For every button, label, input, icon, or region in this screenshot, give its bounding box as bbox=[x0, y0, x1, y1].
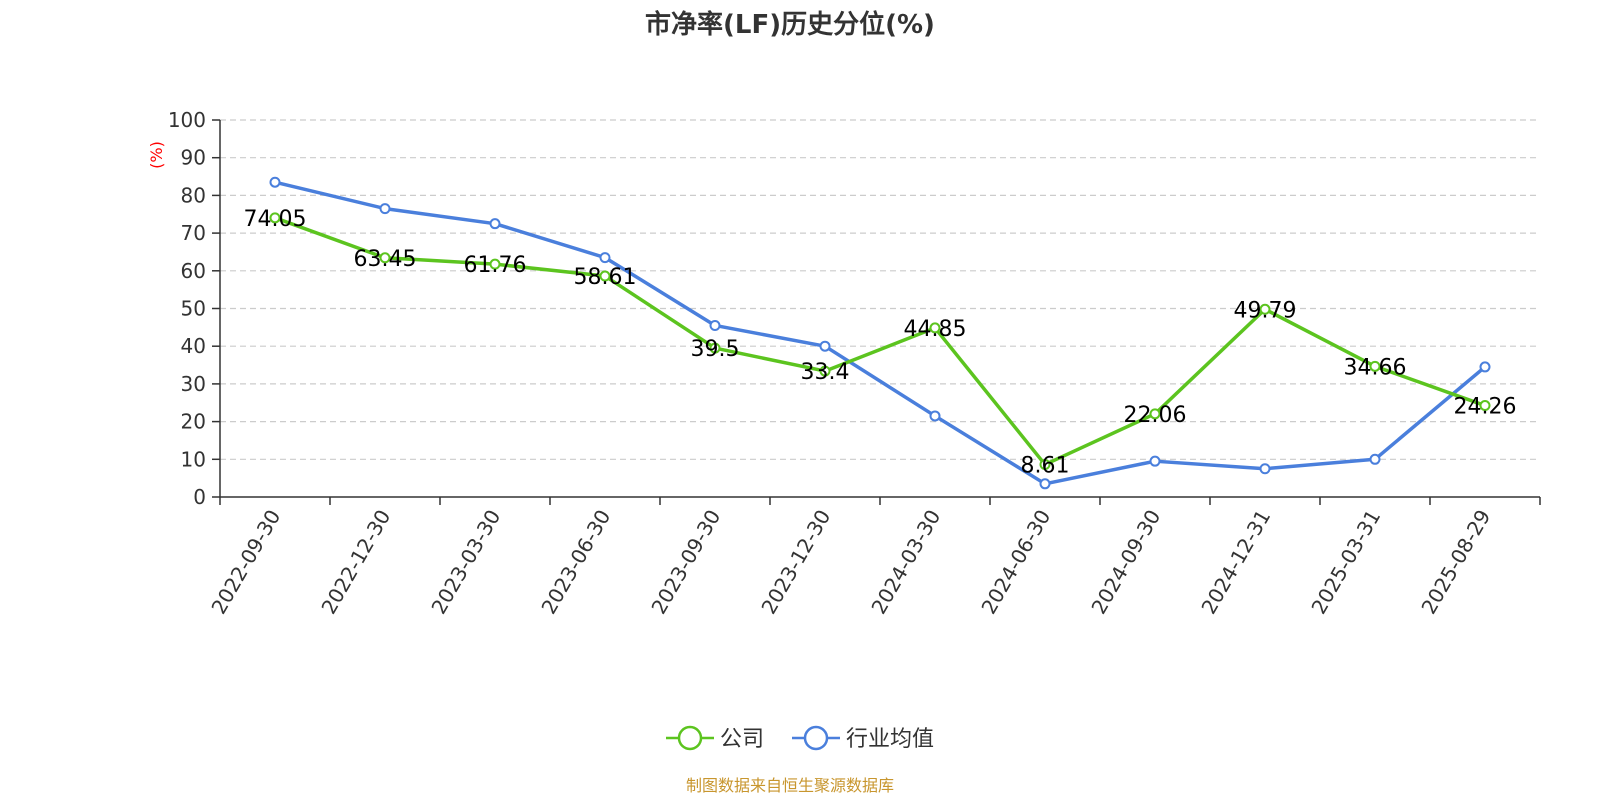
data-point-0 bbox=[1259, 303, 1271, 315]
legend-label: 行业均值 bbox=[846, 727, 934, 752]
data-point-1 bbox=[599, 252, 611, 264]
data-label: 33.4 bbox=[801, 360, 850, 385]
data-label: 22.06 bbox=[1124, 403, 1187, 428]
x-tick-label: 2024-03-30 bbox=[866, 506, 945, 619]
data-point-0 bbox=[1479, 400, 1491, 412]
x-tick-label: 2024-12-31 bbox=[1196, 506, 1275, 619]
data-point-0 bbox=[819, 365, 831, 377]
data-label: 24.26 bbox=[1454, 395, 1517, 420]
y-tick-label: 90 bbox=[181, 146, 206, 170]
data-label: 58.61 bbox=[574, 265, 637, 290]
data-label: 61.76 bbox=[464, 253, 527, 278]
data-point-0 bbox=[599, 270, 611, 282]
x-tick-label: 2025-08-29 bbox=[1416, 506, 1495, 619]
data-point-0 bbox=[269, 212, 281, 224]
data-point-1 bbox=[1479, 361, 1491, 373]
data-point-1 bbox=[269, 176, 281, 188]
data-label: 39.5 bbox=[691, 337, 740, 362]
y-tick-label: 70 bbox=[181, 221, 206, 245]
y-tick-label: 20 bbox=[181, 410, 206, 434]
legend-label: 公司 bbox=[720, 727, 764, 752]
x-tick-label: 2023-03-30 bbox=[426, 506, 505, 619]
x-tick-label: 2022-09-30 bbox=[206, 506, 285, 619]
y-tick-label: 60 bbox=[181, 259, 206, 283]
y-tick-label: 50 bbox=[181, 297, 206, 321]
series-line-1 bbox=[274, 180, 1487, 486]
y-tick-label: 30 bbox=[181, 372, 206, 396]
source-note: 制图数据来自恒生聚源数据库 bbox=[686, 776, 894, 795]
data-labels: 74.05 63.45 61.76 58.61 39.5 33.4 44.85 8.61 22.… bbox=[244, 207, 1517, 479]
chart-title: 市净率(LF)历史分位(%) bbox=[645, 9, 935, 40]
y-axis-unit: (%) bbox=[147, 141, 166, 169]
data-point-1 bbox=[709, 319, 721, 331]
data-point-0 bbox=[1369, 360, 1381, 372]
legend-marker bbox=[803, 725, 829, 751]
data-point-1 bbox=[1149, 455, 1161, 467]
y-tick-label: 40 bbox=[181, 334, 206, 358]
series-layer bbox=[269, 176, 1491, 490]
data-point-1 bbox=[1259, 463, 1271, 475]
data-point-1 bbox=[489, 218, 501, 230]
data-point-1 bbox=[1369, 453, 1381, 465]
data-point-0 bbox=[709, 342, 721, 354]
x-tick-label: 2023-09-30 bbox=[646, 506, 725, 619]
data-point-1 bbox=[929, 410, 941, 422]
data-point-0 bbox=[929, 322, 941, 334]
y-tick-label: 100 bbox=[168, 108, 206, 132]
data-point-0 bbox=[1039, 459, 1051, 471]
data-label: 49.79 bbox=[1234, 298, 1297, 323]
data-point-0 bbox=[379, 252, 391, 264]
data-label: 63.45 bbox=[354, 247, 417, 272]
x-tick-label: 2023-06-30 bbox=[536, 506, 615, 619]
x-tick-label: 2024-09-30 bbox=[1086, 506, 1165, 619]
data-label: 34.66 bbox=[1344, 355, 1407, 380]
x-tick-label: 2024-06-30 bbox=[976, 506, 1055, 619]
y-tick-label: 10 bbox=[181, 447, 206, 471]
data-point-0 bbox=[489, 258, 501, 270]
data-label: 8.61 bbox=[1021, 454, 1070, 479]
x-tick-label: 2023-12-30 bbox=[756, 506, 835, 619]
data-label: 44.85 bbox=[904, 317, 967, 342]
y-tick-label: 80 bbox=[181, 183, 206, 207]
legend: 公司 行业均值 bbox=[666, 725, 934, 752]
x-tick-label: 2025-03-31 bbox=[1306, 506, 1385, 619]
legend-marker bbox=[677, 725, 703, 751]
data-point-1 bbox=[819, 340, 831, 352]
data-label: 74.05 bbox=[244, 207, 307, 232]
x-tick-label: 2022-12-30 bbox=[316, 506, 395, 619]
data-point-1 bbox=[379, 203, 391, 215]
data-point-1 bbox=[1039, 478, 1051, 490]
data-point-0 bbox=[1149, 408, 1161, 420]
grid bbox=[220, 119, 1540, 460]
series-line-0 bbox=[274, 216, 1486, 467]
y-tick-label: 0 bbox=[193, 485, 206, 509]
